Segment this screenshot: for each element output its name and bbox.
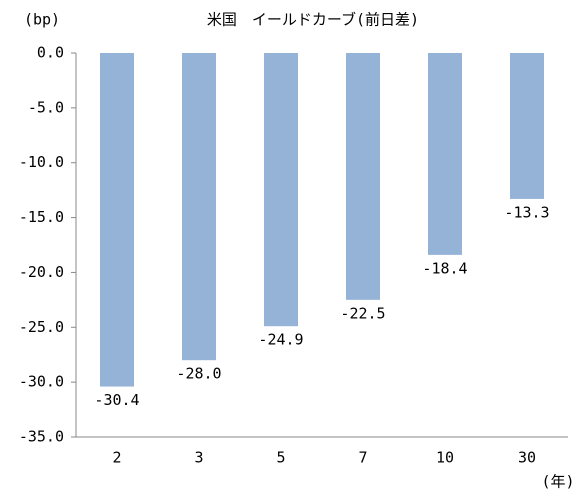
x-axis-label: (年) [541, 473, 574, 491]
y-tick-label: -5.0 [28, 98, 64, 116]
y-tick-label: -25.0 [19, 318, 64, 336]
data-label: -28.0 [176, 365, 221, 383]
bar [182, 53, 216, 361]
chart-title: 米国 イールドカーブ(前日差) [207, 11, 419, 29]
bar [264, 53, 298, 327]
x-tick-label: 2 [112, 449, 121, 467]
y-axis-label: (bp) [24, 11, 60, 29]
x-tick-label: 3 [194, 449, 203, 467]
bar [428, 53, 462, 255]
x-tick-label: 7 [358, 449, 367, 467]
y-tick-label: -20.0 [19, 263, 64, 281]
y-tick-label: -35.0 [19, 428, 64, 446]
bar [346, 53, 380, 300]
y-tick-label: 0.0 [37, 44, 64, 62]
data-label: -22.5 [340, 304, 385, 322]
y-tick-label: -10.0 [19, 153, 64, 171]
x-tick-label: 5 [276, 449, 285, 467]
bar [510, 53, 544, 199]
data-label: -13.3 [504, 203, 549, 221]
x-tick-label: 30 [518, 449, 536, 467]
data-label: -18.4 [422, 259, 467, 277]
y-tick-label: -15.0 [19, 208, 64, 226]
data-label: -30.4 [94, 391, 139, 409]
data-label: -24.9 [258, 331, 303, 349]
y-tick-label: -30.0 [19, 373, 64, 391]
x-tick-label: 10 [436, 449, 454, 467]
bar [100, 53, 134, 387]
